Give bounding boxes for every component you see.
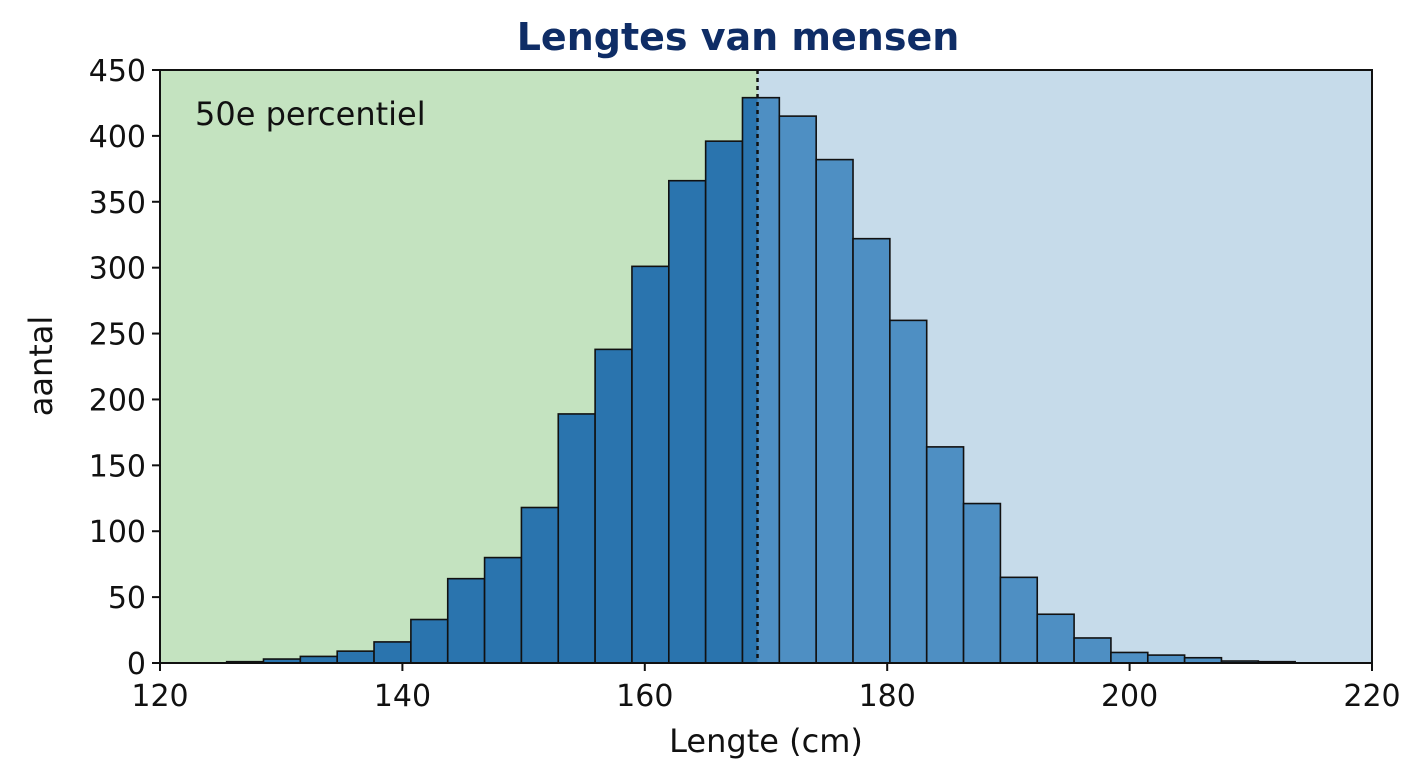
y-tick-label: 50 (108, 581, 146, 616)
y-axis-label: aantal (22, 316, 60, 417)
histogram-bar (889, 319, 928, 664)
x-tick-label: 200 (1101, 679, 1158, 714)
histogram-bar (962, 502, 1002, 664)
histogram-bar (446, 577, 486, 664)
plot-frame (159, 69, 1373, 664)
y-tick-label: 200 (89, 383, 146, 418)
histogram-bar (925, 446, 965, 664)
histogram-bar (1146, 654, 1186, 664)
histogram-bar (520, 506, 560, 664)
chart-title: Lengtes van mensen (517, 15, 960, 59)
histogram-bar (704, 140, 744, 664)
histogram-bar (852, 237, 891, 664)
histogram-bar (557, 413, 596, 664)
histogram-bar (1110, 651, 1149, 664)
x-tick-label: 140 (374, 679, 431, 714)
histogram-bar (815, 158, 854, 664)
y-tick-label: 450 (89, 54, 146, 89)
histogram-bar (667, 179, 707, 664)
histogram-bar (483, 556, 523, 664)
histogram-bar (410, 618, 449, 664)
x-tick-label: 160 (616, 679, 673, 714)
histogram-bar (631, 265, 670, 664)
y-tick-label: 150 (89, 449, 146, 484)
histogram-bar (1073, 637, 1112, 664)
percentile-annotation: 50e percentiel (195, 95, 426, 133)
y-tick-label: 350 (89, 186, 146, 221)
y-tick-label: 250 (89, 318, 146, 353)
x-tick-label: 120 (131, 679, 188, 714)
histogram-bar (336, 650, 375, 664)
y-tick-label: 100 (89, 515, 146, 550)
x-tick-label: 180 (859, 679, 916, 714)
y-tick-label: 400 (89, 120, 146, 155)
y-tick-label: 300 (89, 252, 146, 287)
histogram-bar (594, 348, 633, 664)
x-axis-label: Lengte (cm) (669, 722, 863, 760)
histogram-bar (999, 576, 1039, 664)
histogram-bar (778, 115, 817, 664)
histogram-bar (373, 641, 412, 664)
histogram-bar (1036, 613, 1075, 664)
histogram-bar (741, 96, 781, 664)
x-tick-label: 220 (1343, 679, 1400, 714)
y-tick-label: 0 (127, 647, 146, 682)
